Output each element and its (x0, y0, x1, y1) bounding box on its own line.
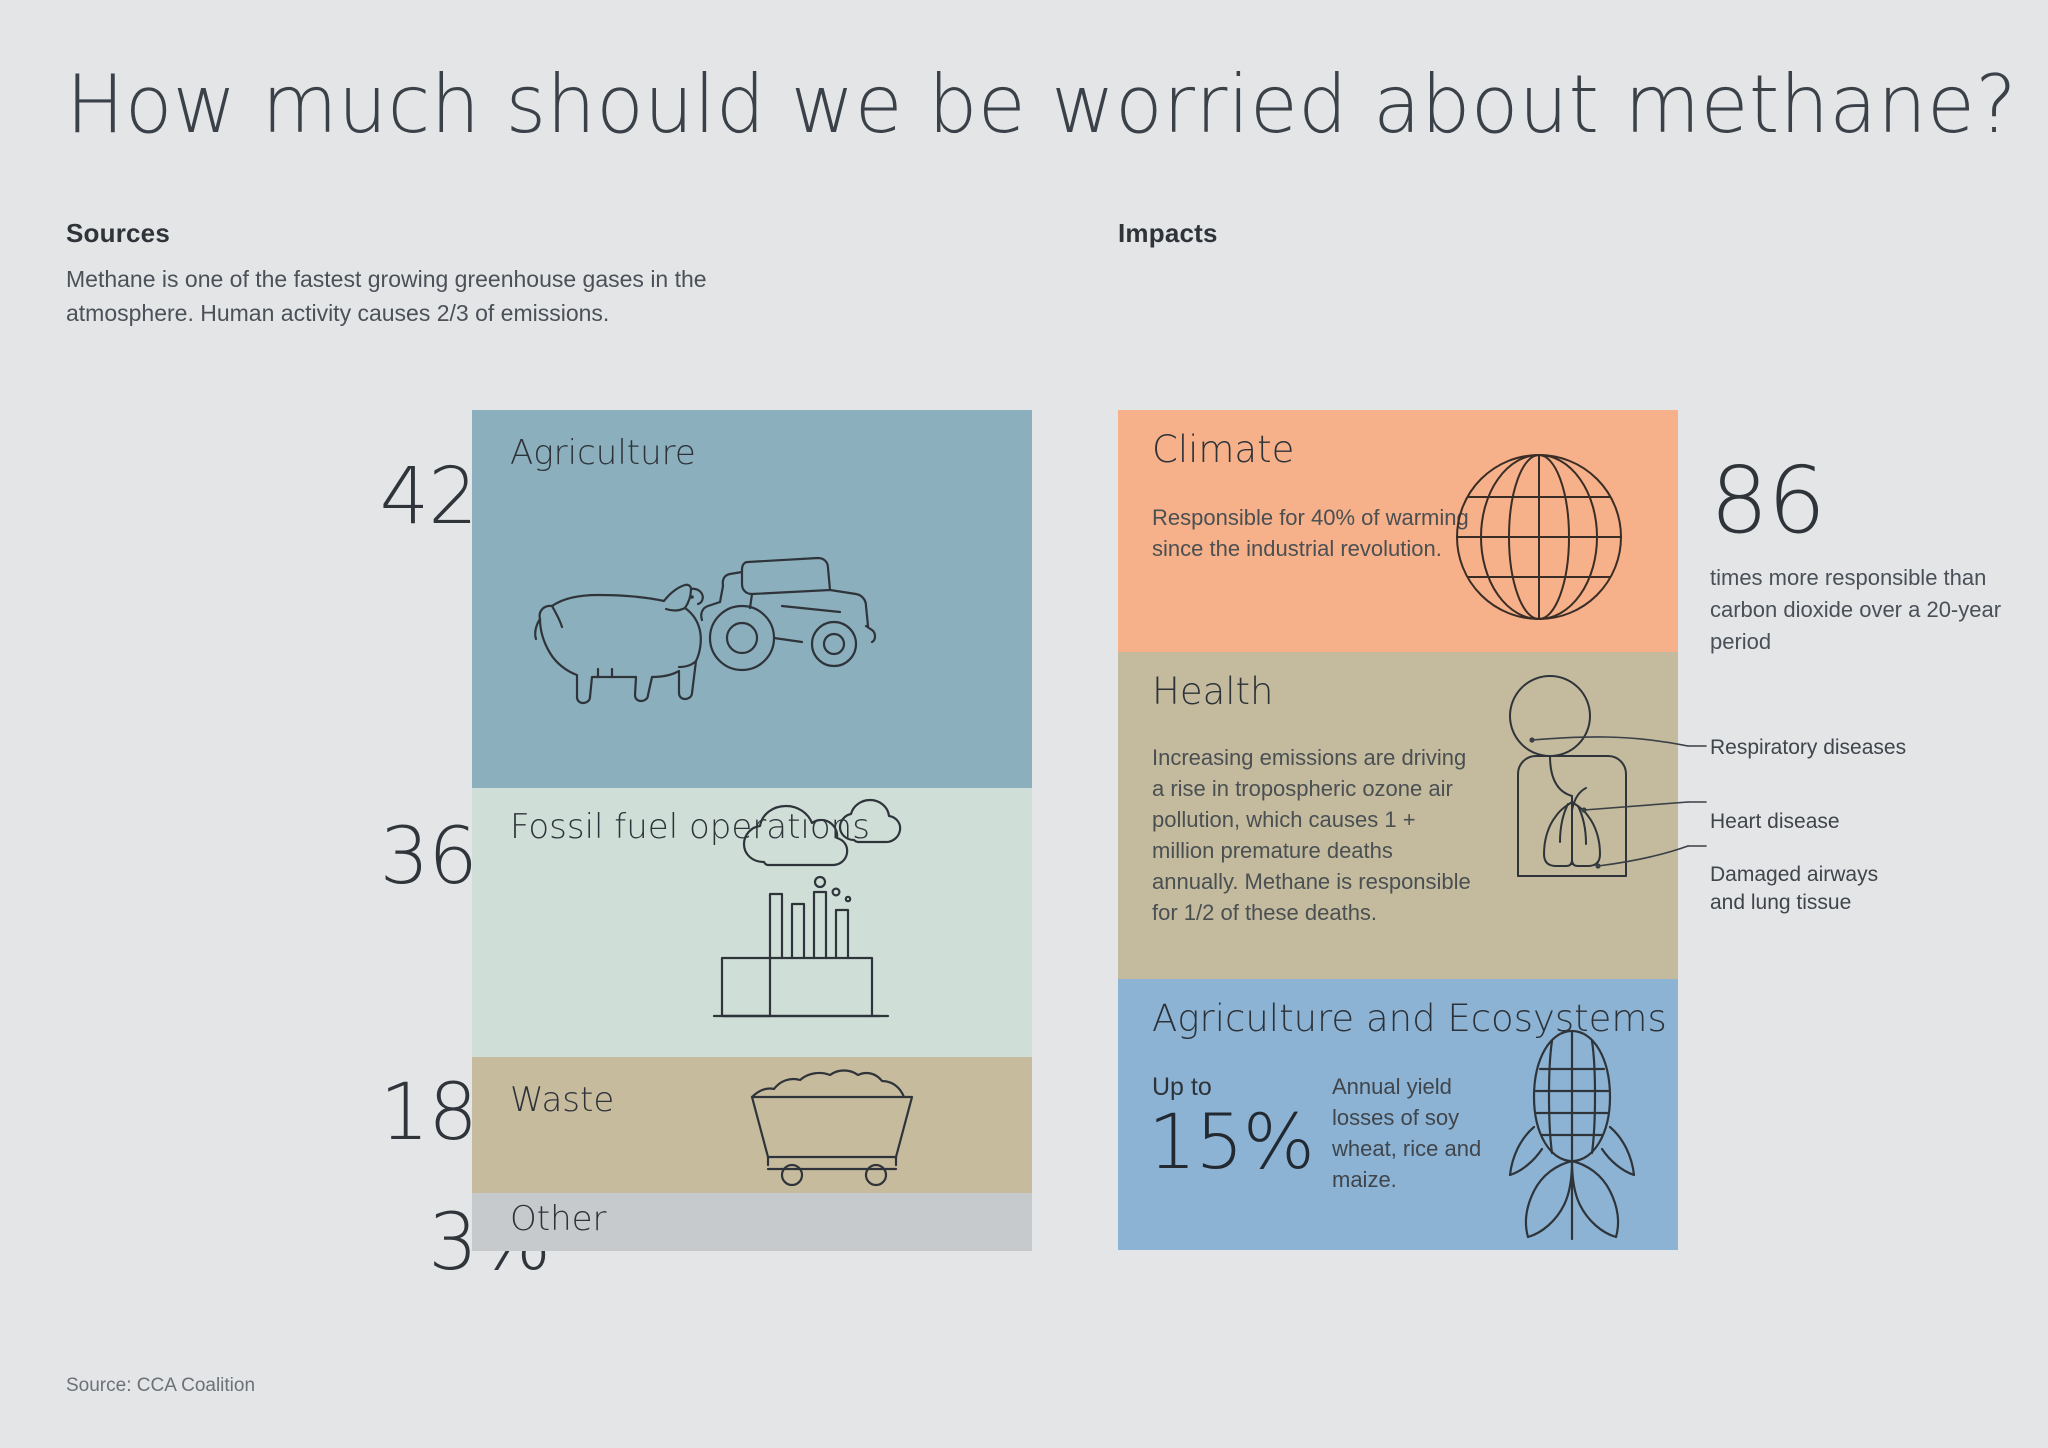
impact-panel-health[interactable]: Health Increasing emissions are driving … (1118, 652, 1678, 979)
impacts-heading: Impacts (1118, 218, 1218, 248)
source-label-agriculture: Agriculture (510, 433, 696, 473)
cow-icon (522, 575, 722, 715)
waste-cart-icon (734, 1065, 934, 1187)
impacts-panels: Climate Responsible for 40% of warming s… (1118, 410, 1678, 1250)
source-label-waste: Waste (510, 1080, 615, 1120)
impact-panel-climate[interactable]: Climate Responsible for 40% of warming s… (1118, 410, 1678, 652)
tractor-icon (690, 550, 890, 680)
callout-respiratory-diseases: Respiratory diseases (1710, 736, 1907, 759)
callout-heart-disease: Heart disease (1710, 810, 1840, 833)
impact-body-climate: Responsible for 40% of warming since the… (1152, 505, 1469, 561)
page-title: How much should we be worried about meth… (66, 58, 2018, 151)
factory-icon (712, 888, 892, 1028)
corn-icon (1494, 1023, 1654, 1243)
stat-86-number: 86 (1710, 447, 1826, 554)
globe-icon (1444, 442, 1634, 632)
source-bar-agriculture[interactable]: Agriculture (472, 410, 1032, 788)
sources-subtitle: Methane is one of the fastest growing gr… (66, 266, 707, 326)
source-label-fossil-fuel: Fossil fuel operations (510, 807, 870, 847)
upto-value: 15% (1148, 1097, 1315, 1186)
source-label-other: Other (510, 1199, 607, 1239)
impact-title-health: Health (1152, 670, 1274, 713)
yield-loss-text: Annual yield losses of soy wheat, rice a… (1332, 1074, 1482, 1192)
impact-body-health: Increasing emissions are driving a rise … (1152, 745, 1471, 925)
impact-panel-agriculture-ecosystems[interactable]: Agriculture and Ecosystems Up to 15% Ann… (1118, 979, 1678, 1250)
impact-title-climate: Climate (1152, 428, 1295, 471)
smoke-cloud-icon (728, 796, 908, 906)
stat-86-block: 86 times more responsible than carbon di… (1710, 447, 2010, 658)
health-callout-leader-lines (1529, 736, 1707, 869)
source-note: Source: CCA Coalition (66, 1375, 256, 1396)
source-bar-fossil-fuel[interactable]: Fossil fuel operations (472, 788, 1032, 1057)
sources-bar-chart: Agriculture (472, 410, 1032, 1251)
source-bar-other[interactable]: Other (472, 1193, 1032, 1251)
upto-label: Up to (1152, 1073, 1212, 1101)
callout-damaged-airways: Damaged airways and lung tissue (1710, 863, 1879, 914)
stat-86-text: times more responsible than carbon dioxi… (1710, 565, 2002, 654)
source-bar-waste[interactable]: Waste (472, 1057, 1032, 1193)
sources-heading: Sources (66, 218, 171, 248)
